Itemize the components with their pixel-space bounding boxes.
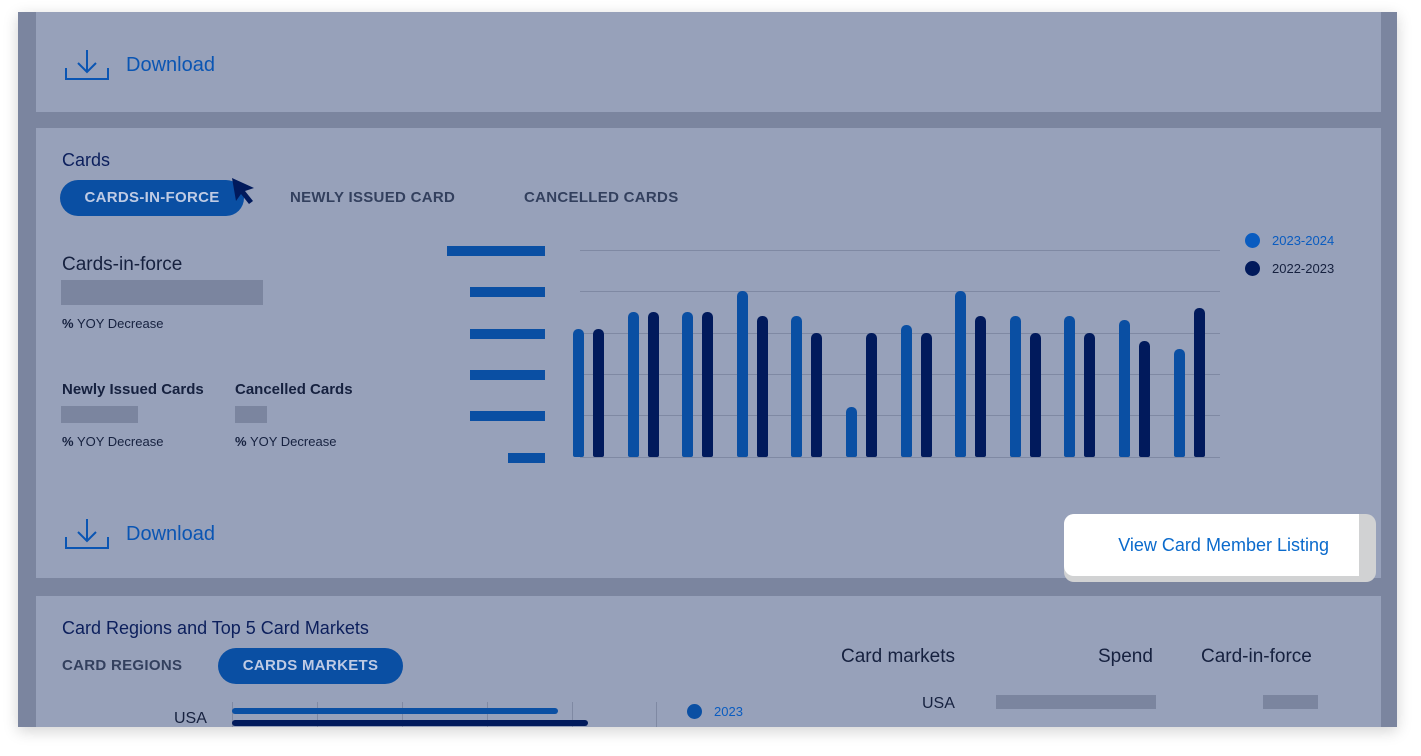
- y-axis-label-redacted: [508, 453, 545, 463]
- chart-bar: [920, 332, 932, 457]
- chart-bar: [682, 312, 694, 457]
- legend-item-2023: 2023: [687, 704, 743, 719]
- gridline: [580, 333, 1220, 334]
- y-axis-label-redacted: [470, 370, 545, 380]
- cards-panel: Cards CARDS-IN-FORCE NEWLY ISSUED CARD C…: [36, 128, 1381, 608]
- chart-bar: [900, 324, 912, 457]
- legend-label: 2022-2023: [1272, 261, 1335, 276]
- mouse-cursor-icon: [232, 178, 254, 204]
- legend-dot-icon: [1245, 233, 1260, 248]
- download-button[interactable]: Download: [64, 48, 215, 82]
- download-label: Download: [126, 522, 215, 545]
- cards-in-force-yoy: % YOY Decrease: [62, 316, 164, 331]
- previous-section-panel: Download: [36, 12, 1381, 112]
- chart-bar: [975, 316, 987, 457]
- market-bar-2023: [232, 708, 558, 714]
- cancelled-cards-label: Cancelled Cards: [235, 381, 353, 398]
- y-axis-label-redacted: [470, 287, 545, 297]
- download-button[interactable]: Download: [64, 517, 215, 551]
- axis-tick: [572, 702, 573, 727]
- cards-in-force-value-redacted: [61, 280, 263, 305]
- cancelled-value-redacted: [235, 406, 267, 423]
- tab-cancelled-cards[interactable]: CANCELLED CARDS: [524, 189, 679, 206]
- tab-newly-issued-card[interactable]: NEWLY ISSUED CARD: [290, 189, 456, 206]
- legend-label: 2023-2024: [1272, 233, 1335, 248]
- cards-in-force-label: Cards-in-force: [62, 254, 183, 275]
- download-icon: [65, 519, 109, 549]
- chart-bar: [627, 312, 639, 457]
- chart-bar: [1173, 349, 1185, 457]
- axis-tick: [402, 702, 403, 727]
- card-in-force-value-redacted: [1263, 695, 1318, 709]
- axis-tick: [317, 702, 318, 727]
- column-header-spend: Spend: [1098, 646, 1153, 667]
- legend-label: 2023: [714, 704, 743, 719]
- gridline: [580, 291, 1220, 292]
- market-row-label: USA: [174, 710, 207, 727]
- chart-bar: [736, 291, 748, 457]
- download-icon: [65, 50, 109, 80]
- chart-bar: [756, 316, 768, 457]
- chart-bar: [811, 332, 823, 457]
- newly-issued-cards-label: Newly Issued Cards: [62, 381, 204, 398]
- cancelled-yoy: % YOY Decrease: [235, 434, 337, 449]
- section-title: Cards: [62, 150, 111, 170]
- market-bar-prior: [232, 720, 588, 726]
- chart-bar: [866, 332, 877, 457]
- chart-bar: [955, 291, 967, 457]
- tab-card-regions[interactable]: CARD REGIONS: [62, 657, 183, 674]
- newly-issued-yoy: % YOY Decrease: [62, 434, 164, 449]
- chart-bar: [791, 316, 803, 457]
- legend-dot-icon: [687, 704, 702, 719]
- chart-bar: [647, 312, 659, 457]
- section-title: Card Regions and Top 5 Card Markets: [62, 618, 369, 638]
- legend-item-2023-2024: 2023-2024: [1245, 233, 1334, 248]
- spend-value-redacted: [996, 695, 1156, 709]
- axis-tick: [487, 702, 488, 727]
- chart-bar: [1139, 341, 1150, 457]
- chart-bar: [1064, 316, 1076, 457]
- y-axis-label-redacted: [470, 411, 545, 421]
- axis-tick: [232, 702, 233, 727]
- y-axis-label-redacted: [470, 329, 545, 339]
- download-label: Download: [126, 53, 215, 76]
- dashboard-frame: Download Cards CARDS-IN-FORCE NEWLY ISSU…: [18, 12, 1397, 727]
- chart-bar: [1084, 332, 1096, 457]
- gridline: [580, 374, 1220, 375]
- chart-baseline: [580, 457, 1220, 458]
- chart-bar: [1029, 332, 1041, 457]
- chart-bar: [1119, 320, 1130, 457]
- card-markets-panel: Card Regions and Top 5 Card Markets CARD…: [36, 596, 1381, 727]
- view-card-member-listing-button[interactable]: View Card Member Listing: [1064, 514, 1359, 576]
- chart-bar: [1193, 307, 1205, 457]
- axis-separator: [656, 702, 657, 727]
- market-name: USA: [922, 695, 955, 712]
- legend-item-2022-2023: 2022-2023: [1245, 261, 1334, 276]
- tab-cards-in-force[interactable]: CARDS-IN-FORCE: [60, 180, 244, 216]
- chart-bar: [846, 407, 857, 457]
- y-axis-label-redacted: [447, 246, 545, 256]
- newly-issued-value-redacted: [61, 406, 138, 423]
- chart-bar: [593, 328, 604, 457]
- gridline: [580, 250, 1220, 251]
- gridline: [580, 415, 1220, 416]
- legend-dot-icon: [1245, 261, 1260, 276]
- chart-bar: [702, 312, 714, 457]
- column-header-card-in-force: Card-in-force: [1201, 646, 1312, 667]
- column-header-card-markets: Card markets: [841, 646, 956, 667]
- tab-cards-markets[interactable]: CARDS MARKETS: [218, 648, 403, 684]
- chart-bar: [573, 328, 584, 457]
- chart-bar: [1009, 316, 1021, 457]
